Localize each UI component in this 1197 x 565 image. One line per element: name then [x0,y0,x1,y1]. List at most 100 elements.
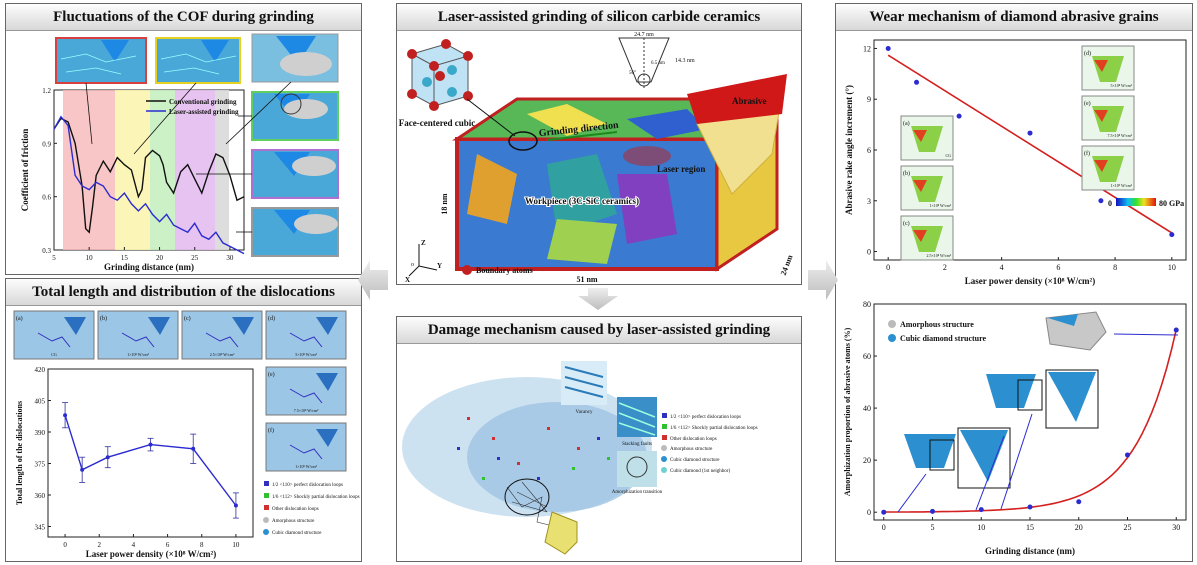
x-tick-label: 25 [191,254,199,262]
disl-inset-tag: (b) [100,315,107,322]
y-tick-label: 80 [863,300,871,309]
disl-inset-label: 5×10⁸ W/cm² [295,352,317,357]
disl-point [191,446,196,451]
disl-inset-tag: (a) [16,315,23,322]
panel-wear: Wear mechanism of diamond abrasive grain… [835,3,1193,562]
amorph-point [881,509,887,515]
cof-legend-conv: Conventional grinding [169,98,237,106]
cof-figure: 5 10 15 20 25 30 0.3 0.6 0.9 1.2 Grinding distanc… [20,33,339,272]
disl-legend-0: 1/2 <110> perfect dislocation loops [272,483,343,488]
y-tick-label: 405 [35,398,46,406]
disl-point [105,455,110,460]
disl-inset-grain [148,317,170,335]
workpiece-label: Workpiece (3C-SiC ceramics) [525,196,639,206]
amorph-point [1076,499,1082,505]
dim-length: 51 nm [576,275,597,284]
y-tick-label: 3 [867,197,871,206]
damage-legend-1: 1/6 <112> Shockly partial dislocation lo… [670,426,758,431]
rake-inset-tag: (c) [903,220,910,227]
x-tick-label: 25 [1124,523,1132,532]
y-tick-label: 420 [35,366,46,374]
amorph-inset [617,451,657,487]
x-tick-label: 10 [232,541,240,549]
panel-damage: Damage mechanism caused by laser-assiste… [396,316,802,562]
disl-inset-tag: (d) [268,315,275,322]
tip-radius: 6.5 nm [651,61,665,66]
cof-legend-laser: Laser-assisted grinding [169,108,239,116]
y-tick-label: 6 [867,146,871,155]
disl-inset-tag: (e) [268,371,275,378]
rake-point [1027,130,1033,136]
rake-inset-label: 2.5×10⁸ W/cm² [926,253,951,258]
rake-point [1098,198,1104,204]
arrow-left-icon [358,260,388,300]
dim-depth: 24 nm [779,253,795,276]
dislocation-insets: (a) CG (b) 1×10⁸ W/cm² (c) 2.5×10⁸ W/cm² (d) 5×… [13,310,347,472]
panel-dislocations: Total length and distribution of the dis… [5,278,362,562]
disl-inset-label: CG [51,352,57,357]
y-tick-label: 345 [35,524,46,532]
tip-width: 24.7 nm [634,32,654,38]
tip-angle: 56° [629,71,636,76]
colorbar [1116,198,1156,206]
x-tick-label: 10 [86,254,94,262]
stacking-inset [617,397,657,437]
disl-legend-2: Other dislocation loops [272,507,319,512]
abrasive-label: Abrasive [732,96,767,106]
disl-xlabel: Laser power density (×10⁸ W/cm²) [86,549,217,559]
disl-legend-4: Cubic diamond structure [272,531,322,536]
laser-region-spot [623,146,671,166]
cof-snapshot-purple [251,149,339,199]
wear-figure: 0 2 4 6 8 10 0 3 6 9 12 (a) CG (b) 1×10⁸ W/cm² (c) 2.5×… [843,39,1187,556]
xyz-axes [408,244,438,277]
cof-arrows [85,81,292,233]
disl-point [63,413,68,418]
disl-point [80,467,85,472]
disl-ylabel: Total length of the dislocations [15,401,24,505]
disl-inset-label: 1×10⁹ W/cm² [295,464,317,469]
rake-inset-label: CG [945,153,951,158]
amorph-series-group: 0 5 10 15 20 25 30 0 20 40 60 80 [863,300,1180,532]
grinding-direction-arrow [546,131,618,141]
rake-point [914,79,920,85]
cof-snapshot-yellow [155,37,241,84]
rake-inset-tag: (d) [1084,50,1091,57]
disl-point [233,503,238,508]
x-tick-label: 0 [63,541,67,549]
axis-x: X [405,276,410,284]
y-tick-label: 360 [35,492,46,500]
x-tick-label: 10 [1168,263,1176,272]
laser-region-label: Laser region [657,164,705,174]
damage-legend-0: 1/2 <110> perfect dislocation loops [670,415,741,420]
y-tick-label: 1.2 [42,87,51,95]
panel-title: Total length and distribution of the dis… [6,279,361,306]
cof-ticks: 5 10 15 20 25 30 0.3 0.6 0.9 1.2 [42,87,234,262]
y-tick-label: 20 [863,456,871,465]
damage-legend: 1/2 <110> perfect dislocation loops 1/6 … [661,413,758,474]
amorph-point [978,507,984,513]
panel-title: Laser-assisted grinding of silicon carbi… [397,4,801,31]
vacancy-inset [561,361,607,405]
amorph-point [930,508,935,514]
colorbar-min: 0 [1108,199,1112,208]
disl-line [64,414,237,506]
abrasive-top [687,74,787,124]
rake-point [885,45,891,51]
panel-title: Wear mechanism of diamond abrasive grain… [836,4,1192,31]
rake-inset-tag: (e) [1084,100,1091,107]
amorph-xlabel: Grinding distance (nm) [985,546,1075,556]
rake-ylabel: Abrasive rake angle increment (°) [844,85,854,215]
rake-inset-label: 1×10⁹ W/cm² [1110,183,1132,188]
x-tick-label: 30 [1172,523,1180,532]
panel-title: Fluctuations of the COF during grinding [6,4,361,31]
x-tick-label: 4 [1000,263,1004,272]
y-tick-label: 390 [35,429,46,437]
amorph-legend-1: Cubic diamond structure [900,334,987,343]
dislocation-figure: (a) CG (b) 1×10⁸ W/cm² (c) 2.5×10⁸ W/cm² (d) 5×… [13,310,360,559]
disl-inset-loops [205,332,239,348]
disl-inset-loops [289,332,323,348]
rake-inset-tag: (b) [903,170,910,177]
disl-inset-grain [64,317,86,335]
boundary-atom-icon [462,265,472,275]
disl-inset-loops [289,444,323,460]
